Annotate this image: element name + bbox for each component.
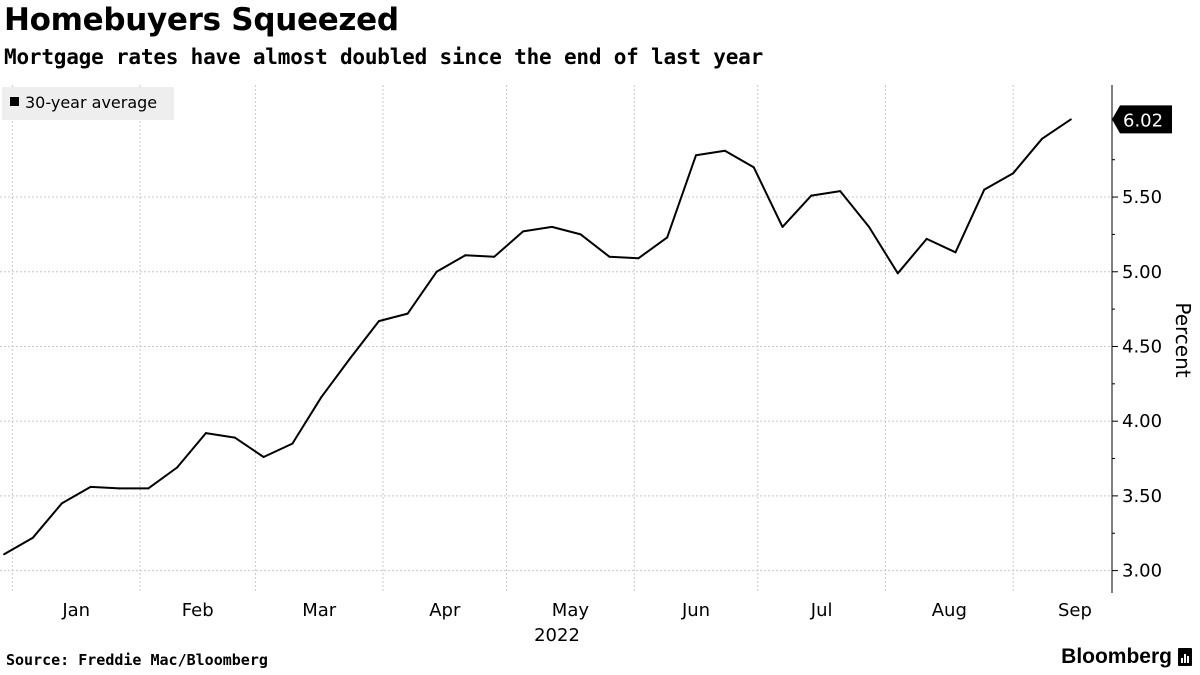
legend-swatch [10, 97, 19, 106]
data-point [31, 536, 34, 539]
data-point [608, 255, 611, 258]
legend-background [2, 87, 174, 120]
data-point [839, 190, 842, 193]
data-point [637, 257, 640, 260]
y-axis-label: Percent [1171, 302, 1195, 377]
x-tick-label: Aug [932, 600, 967, 621]
x-tick-label: Sep [1058, 600, 1092, 621]
data-point [406, 312, 409, 315]
data-point [291, 442, 294, 445]
y-tick-label: 3.00 [1122, 561, 1162, 582]
data-point [983, 188, 986, 191]
data-point [868, 225, 870, 228]
x-tick-label: Jan [61, 600, 90, 621]
data-point [579, 233, 582, 236]
data-point [781, 225, 784, 228]
data-point [176, 466, 179, 469]
x-tick-label: May [552, 600, 590, 621]
data-point [377, 320, 380, 323]
series-layer [3, 118, 1072, 556]
data-point [89, 485, 92, 488]
data-point [810, 194, 813, 197]
x-tick-label: Jun [681, 600, 710, 621]
bloomberg-logo: Bloomberg [1061, 645, 1192, 669]
data-point [925, 237, 928, 240]
data-point [954, 251, 957, 254]
data-point [1041, 137, 1043, 140]
data-point [147, 487, 150, 490]
data-point [204, 432, 207, 435]
data-point [896, 272, 899, 275]
data-point [3, 553, 6, 556]
data-point [349, 357, 352, 360]
data-point [118, 487, 121, 490]
data-point [320, 396, 323, 399]
y-tick-label: 5.50 [1122, 187, 1162, 208]
chart-subtitle: Mortgage rates have almost doubled since… [4, 45, 764, 69]
series-line [3, 118, 1072, 556]
grid-lines [0, 85, 1112, 593]
axes: Jan Feb Mar Apr May Jun Jul Aug Sep 3.00 3.50 4.00 4… [61, 85, 1162, 621]
data-point [1012, 172, 1015, 175]
data-point [493, 255, 496, 258]
x-axis-year-label: 2022 [534, 625, 580, 646]
data-point [464, 254, 467, 257]
x-tick-label: Jul [810, 600, 833, 621]
legend: 30-year average [2, 87, 174, 120]
brand-wordmark: Bloomberg [1061, 645, 1172, 668]
last-value-label: 6.02 [1112, 105, 1172, 134]
y-tick-label: 4.00 [1122, 411, 1162, 432]
y-tick-label: 5.00 [1122, 262, 1162, 283]
data-point [550, 225, 553, 228]
data-point [695, 154, 697, 157]
data-point [752, 166, 755, 169]
data-point [60, 502, 63, 505]
data-point [666, 236, 669, 239]
x-tick-label: Mar [302, 600, 337, 621]
y-tick-label: 3.50 [1122, 486, 1162, 507]
data-point [262, 456, 265, 458]
last-value-tag [1112, 105, 1172, 134]
data-point [435, 270, 438, 273]
data-point [723, 149, 726, 152]
data-point [1069, 118, 1072, 121]
x-tick-label: Feb [182, 600, 214, 621]
data-point [233, 436, 236, 439]
x-tick-label: Apr [429, 600, 461, 621]
legend-label: 30-year average [25, 93, 157, 112]
chart-title: Homebuyers Squeezed [4, 2, 399, 38]
bloomberg-terminal-icon [1178, 648, 1192, 666]
y-tick-label: 4.50 [1122, 336, 1162, 357]
data-point [522, 230, 525, 233]
source-note: Source: Freddie Mac/Bloomberg [6, 651, 268, 669]
last-value-text: 6.02 [1123, 110, 1163, 131]
